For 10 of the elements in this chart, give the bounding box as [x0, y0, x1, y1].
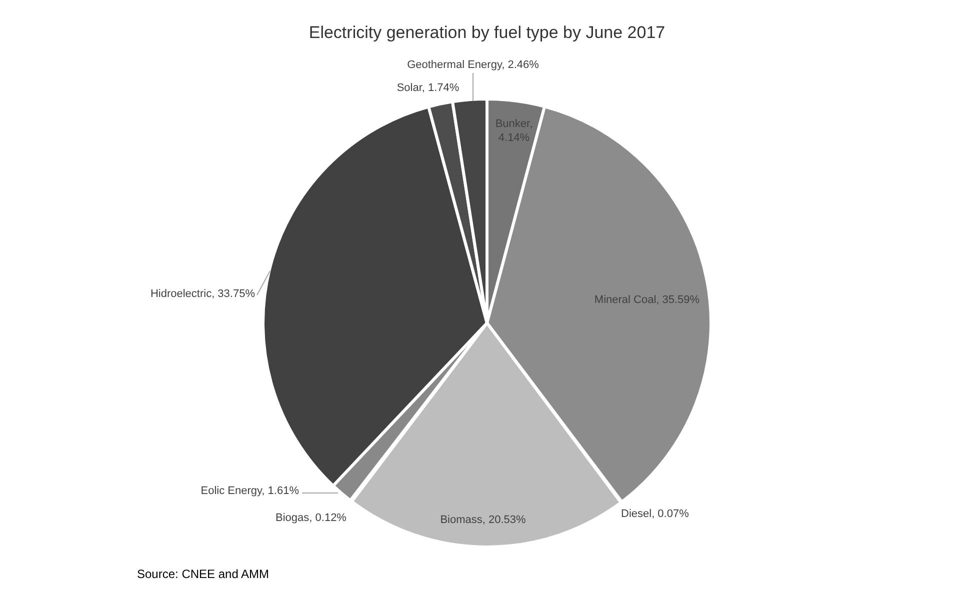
- slice-label: Biogas, 0.12%: [276, 512, 347, 524]
- slice-label: Hidroelectric, 33.75%: [150, 288, 256, 300]
- slice-label: Solar, 1.74%: [396, 82, 460, 94]
- source-note: Source: CNEE and AMM: [137, 567, 270, 581]
- slice-label: Eolic Energy, 1.61%: [200, 485, 300, 497]
- slice-label: Geothermal Energy, 2.46%: [407, 59, 540, 71]
- slice-label: Diesel, 0.07%: [621, 508, 690, 520]
- slice-label: Biomass, 20.53%: [440, 514, 526, 526]
- slice-label: Mineral Coal, 35.59%: [594, 294, 700, 306]
- chart-title: Electricity generation by fuel type by June 2017: [308, 23, 666, 42]
